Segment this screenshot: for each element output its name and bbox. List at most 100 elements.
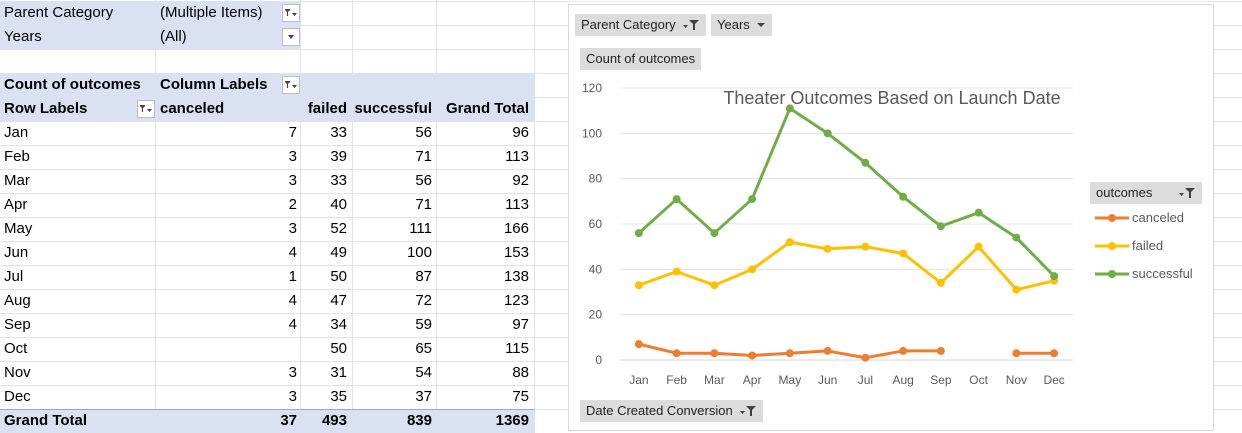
cell-grand-total[interactable]: 113 xyxy=(505,148,529,165)
count-of-outcomes-label: Count of outcomes xyxy=(4,76,141,93)
data-point-successful xyxy=(785,104,794,113)
cell-successful[interactable]: 56 xyxy=(415,172,432,189)
row-label[interactable]: Apr xyxy=(4,196,28,213)
cell-grand-total[interactable]: 113 xyxy=(505,196,529,213)
cell-canceled[interactable]: 4 xyxy=(288,316,297,333)
data-point-canceled xyxy=(823,346,832,355)
cell-grand-total[interactable]: 97 xyxy=(512,316,529,333)
x-tick-label: Sep xyxy=(930,373,952,387)
data-point-successful xyxy=(936,222,945,231)
filter-value-years[interactable]: (All) xyxy=(160,28,187,45)
cell-failed[interactable]: 40 xyxy=(330,196,347,213)
cell-failed[interactable]: 52 xyxy=(330,220,347,237)
cell-grand-total[interactable]: 115 xyxy=(505,340,529,357)
row-label[interactable]: Mar xyxy=(4,172,30,189)
cell-failed[interactable]: 47 xyxy=(330,292,347,309)
row-label[interactable]: Jul xyxy=(4,268,24,285)
row-label[interactable]: Aug xyxy=(4,292,31,309)
data-point-failed xyxy=(634,281,643,290)
cell-grand-total[interactable]: 123 xyxy=(503,292,529,309)
grand-total-canceled: 37 xyxy=(280,412,297,429)
row-label[interactable]: May xyxy=(4,220,33,237)
column-labels-filter-button[interactable] xyxy=(282,76,300,94)
cell-grand-total[interactable]: 88 xyxy=(512,364,529,381)
cell-grand-total[interactable]: 166 xyxy=(503,220,529,237)
cell-grand-total[interactable]: 153 xyxy=(503,244,529,261)
cell-canceled[interactable]: 2 xyxy=(288,196,297,213)
filter-dropdown-parent-category[interactable] xyxy=(282,4,300,22)
row-label[interactable]: Feb xyxy=(4,148,30,165)
cell-canceled[interactable] xyxy=(155,337,297,361)
legend-marker-canceled xyxy=(1108,214,1116,222)
row-label[interactable]: Dec xyxy=(4,388,31,405)
column-divider xyxy=(155,0,156,433)
cell-successful[interactable]: 71 xyxy=(415,196,432,213)
column-divider xyxy=(534,0,535,433)
pivot-chart[interactable]: 0 20 40 60 80 100 120 Jan Feb Mar Apr May Jun Jul Aug S… xyxy=(568,4,1214,431)
y-tick-label: 40 xyxy=(589,262,603,276)
cell-failed[interactable]: 35 xyxy=(330,388,347,405)
chart-filter-parent-category[interactable]: Parent Category xyxy=(575,14,706,36)
data-point-canceled xyxy=(634,340,643,349)
cell-canceled[interactable]: 1 xyxy=(288,268,297,285)
data-point-failed xyxy=(899,249,908,258)
cell-successful[interactable]: 56 xyxy=(415,124,432,141)
row-label[interactable]: Sep xyxy=(4,316,31,333)
cell-successful[interactable]: 72 xyxy=(415,292,432,309)
cell-failed[interactable]: 34 xyxy=(330,316,347,333)
cell-successful[interactable]: 87 xyxy=(415,268,432,285)
data-point-successful xyxy=(710,229,719,238)
row-labels-filter-button[interactable] xyxy=(137,100,155,118)
column-header-successful: successful xyxy=(354,100,432,117)
cell-successful[interactable]: 100 xyxy=(406,244,432,261)
cell-canceled[interactable]: 3 xyxy=(288,388,297,405)
cell-grand-total[interactable]: 92 xyxy=(512,172,529,189)
cell-grand-total[interactable]: 75 xyxy=(512,388,529,405)
chart-legend-field-button[interactable]: outcomes xyxy=(1090,182,1202,204)
cell-failed[interactable]: 31 xyxy=(330,364,347,381)
cell-canceled[interactable]: 7 xyxy=(288,124,297,141)
filter-funnel-icon xyxy=(140,105,152,112)
chart-value-field-button[interactable]: Count of outcomes xyxy=(580,48,702,70)
cell-successful[interactable]: 71 xyxy=(415,148,432,165)
cell-failed[interactable]: 50 xyxy=(330,340,347,357)
row-label[interactable]: Jan xyxy=(4,124,29,141)
cell-successful[interactable]: 65 xyxy=(415,340,432,357)
data-point-failed xyxy=(823,244,832,253)
cell-failed[interactable]: 33 xyxy=(330,172,347,189)
data-point-canceled xyxy=(936,346,945,355)
cell-canceled[interactable]: 4 xyxy=(288,292,297,309)
cell-successful[interactable]: 59 xyxy=(415,316,432,333)
row-label[interactable]: Jun xyxy=(4,244,29,261)
data-point-failed xyxy=(748,265,757,274)
y-tick-label: 20 xyxy=(589,308,603,322)
cell-successful[interactable]: 37 xyxy=(415,388,432,405)
cell-canceled[interactable]: 3 xyxy=(288,148,297,165)
grand-total-overall: 1369 xyxy=(495,412,529,429)
cell-failed[interactable]: 39 xyxy=(330,148,347,165)
chart-axis-field-button[interactable]: Date Created Conversion xyxy=(580,400,763,422)
data-point-canceled xyxy=(672,349,681,358)
cell-failed[interactable]: 50 xyxy=(330,268,347,285)
cell-grand-total[interactable]: 96 xyxy=(512,124,529,141)
cell-canceled[interactable]: 3 xyxy=(288,364,297,381)
cell-canceled[interactable]: 3 xyxy=(288,220,297,237)
data-point-failed xyxy=(710,281,719,290)
y-tick-label: 80 xyxy=(589,172,603,186)
cell-grand-total[interactable]: 138 xyxy=(503,268,529,285)
cell-canceled[interactable]: 3 xyxy=(288,172,297,189)
chart-filter-years[interactable]: Years xyxy=(711,14,772,36)
data-point-successful xyxy=(634,229,643,238)
y-tick-label: 60 xyxy=(589,217,603,231)
data-point-failed xyxy=(936,278,945,287)
cell-failed[interactable]: 33 xyxy=(330,124,347,141)
row-label[interactable]: Nov xyxy=(4,364,31,381)
cell-successful[interactable]: 54 xyxy=(415,364,432,381)
filter-value-parent-category[interactable]: (Multiple Items) xyxy=(160,4,263,21)
cell-canceled[interactable]: 4 xyxy=(288,244,297,261)
row-label[interactable]: Oct xyxy=(4,340,28,357)
cell-successful[interactable]: 111 xyxy=(409,220,432,237)
grand-total-failed: 493 xyxy=(321,412,347,429)
cell-failed[interactable]: 49 xyxy=(330,244,347,261)
filter-dropdown-years[interactable] xyxy=(282,28,300,46)
